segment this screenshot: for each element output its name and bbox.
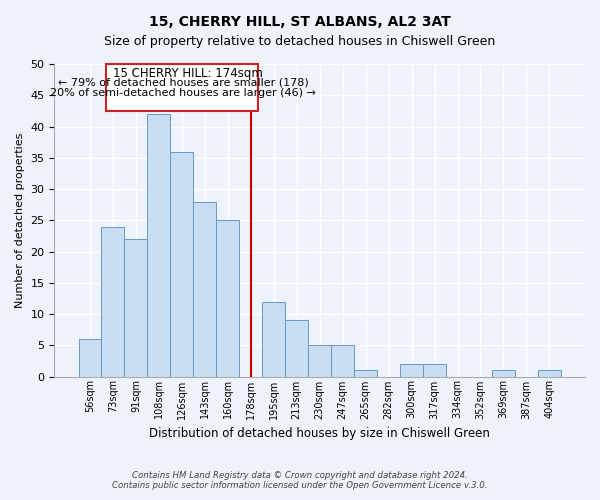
Y-axis label: Number of detached properties: Number of detached properties — [15, 132, 25, 308]
Text: 20% of semi-detached houses are larger (46) →: 20% of semi-detached houses are larger (… — [50, 88, 316, 99]
Bar — [262, 302, 285, 376]
Bar — [308, 346, 331, 376]
Bar — [492, 370, 515, 376]
Text: 15 CHERRY HILL: 174sqm: 15 CHERRY HILL: 174sqm — [113, 67, 263, 80]
Bar — [217, 220, 239, 376]
Bar — [354, 370, 377, 376]
Bar — [538, 370, 561, 376]
Text: ← 79% of detached houses are smaller (178): ← 79% of detached houses are smaller (17… — [58, 78, 308, 88]
Bar — [331, 346, 354, 376]
Bar — [148, 114, 170, 376]
Bar — [285, 320, 308, 376]
Text: 15, CHERRY HILL, ST ALBANS, AL2 3AT: 15, CHERRY HILL, ST ALBANS, AL2 3AT — [149, 15, 451, 29]
Bar — [193, 202, 217, 376]
Bar — [423, 364, 446, 376]
Bar — [124, 239, 148, 376]
Bar — [79, 339, 101, 376]
Bar — [400, 364, 423, 376]
Text: Size of property relative to detached houses in Chiswell Green: Size of property relative to detached ho… — [104, 35, 496, 48]
Bar — [170, 152, 193, 376]
X-axis label: Distribution of detached houses by size in Chiswell Green: Distribution of detached houses by size … — [149, 427, 490, 440]
Bar — [101, 226, 124, 376]
Bar — [106, 64, 257, 111]
Text: Contains HM Land Registry data © Crown copyright and database right 2024.
Contai: Contains HM Land Registry data © Crown c… — [112, 470, 488, 490]
